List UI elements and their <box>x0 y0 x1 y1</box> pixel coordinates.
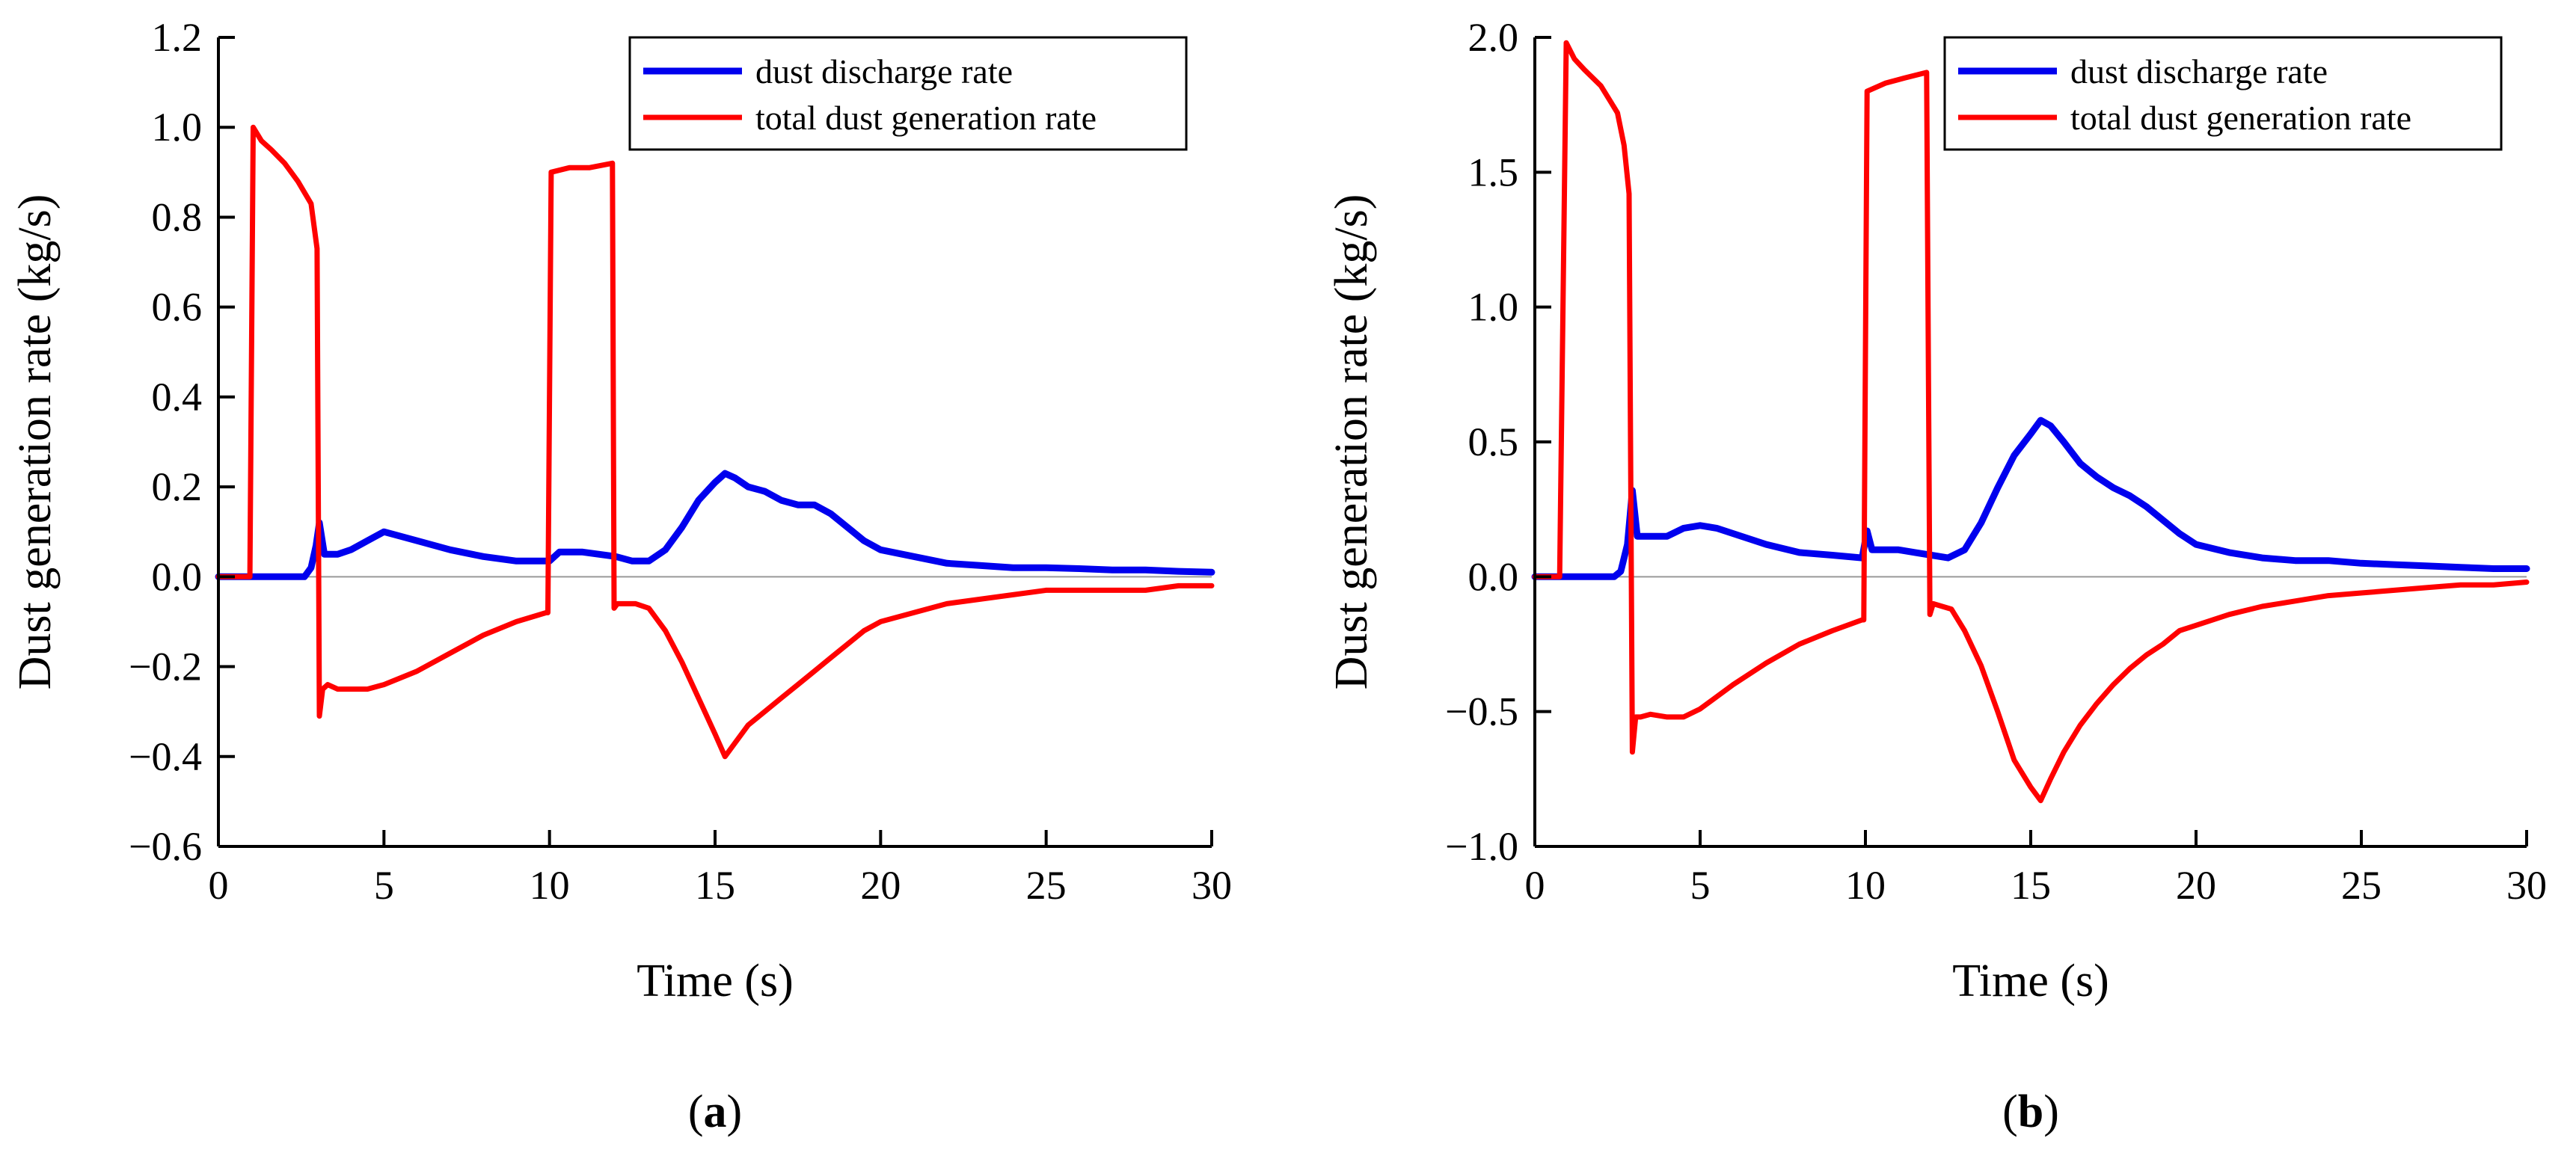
legend-label: dust discharge rate <box>2070 52 2328 90</box>
x-tick-label: 5 <box>1690 863 1711 908</box>
y-tick-label: −0.5 <box>1445 689 1518 734</box>
series-line-total-dust-generation-rate <box>215 124 1215 760</box>
y-tick-label: −1.0 <box>1445 824 1518 869</box>
chart-panel-b: 0 5 10 15 20 25 30 −1.0 −0.5 0.0 0.5 1.0 1.5 2.0 Time … <box>1326 15 2547 1137</box>
y-tick-label: −0.6 <box>129 824 202 869</box>
panel-label: (b) <box>2002 1086 2059 1137</box>
legend-box <box>628 36 1188 151</box>
legend-label: dust discharge rate <box>755 52 1013 90</box>
y-axis-title: Dust generation rate (kg/s) <box>1326 194 1377 690</box>
y-tick-label: 0.8 <box>152 194 203 239</box>
legend-box <box>1943 36 2503 151</box>
y-tick-label: 1.0 <box>1468 285 1519 330</box>
x-tick-label: 0 <box>1525 863 1545 908</box>
x-tick-label: 25 <box>1026 863 1067 908</box>
y-tick-label: 0.4 <box>152 375 203 419</box>
series-line-dust-discharge-rate <box>1531 416 2530 580</box>
y-tick-label: −0.4 <box>129 734 202 779</box>
x-tick-label: 15 <box>695 863 735 908</box>
x-tick-label: 0 <box>209 863 229 908</box>
panel-label: (a) <box>688 1086 742 1137</box>
y-tick-label: 0.6 <box>152 285 203 330</box>
x-tick-label: 30 <box>1192 863 1232 908</box>
x-tick-label: 5 <box>374 863 394 908</box>
legend-label: total dust generation rate <box>755 99 1097 137</box>
x-tick-label: 15 <box>2011 863 2051 908</box>
y-tick-label: 1.5 <box>1468 150 1519 194</box>
legend-label: total dust generation rate <box>2070 99 2411 137</box>
chart-panel-a: 0 5 10 15 20 25 30 −0.6 −0.4 −0.2 0.0 0.2 0.4 0.6 0.8 1… <box>10 15 1232 1137</box>
x-tick-label: 30 <box>2506 863 2547 908</box>
y-tick-label: 1.0 <box>152 105 203 150</box>
x-tick-label: 20 <box>860 863 901 908</box>
y-axis-title: Dust generation rate (kg/s) <box>10 194 61 690</box>
series-line-total-dust-generation-rate <box>1532 40 2530 804</box>
x-tick-label: 20 <box>2176 863 2216 908</box>
x-tick-label: 10 <box>530 863 570 908</box>
y-tick-label: 1.2 <box>152 15 203 60</box>
y-tick-label: 0.0 <box>152 554 203 599</box>
y-tick-label: 0.2 <box>152 464 203 509</box>
y-tick-label: 0.0 <box>1468 554 1519 599</box>
y-tick-label: 2.0 <box>1468 15 1519 60</box>
x-axis-title: Time (s) <box>1952 956 2109 1006</box>
y-tick-label: −0.2 <box>129 645 202 689</box>
series-line-dust-discharge-rate <box>215 470 1215 580</box>
x-tick-label: 10 <box>1845 863 1886 908</box>
x-axis-title: Time (s) <box>637 956 794 1006</box>
x-tick-label: 25 <box>2341 863 2382 908</box>
y-tick-label: 0.5 <box>1468 419 1519 464</box>
